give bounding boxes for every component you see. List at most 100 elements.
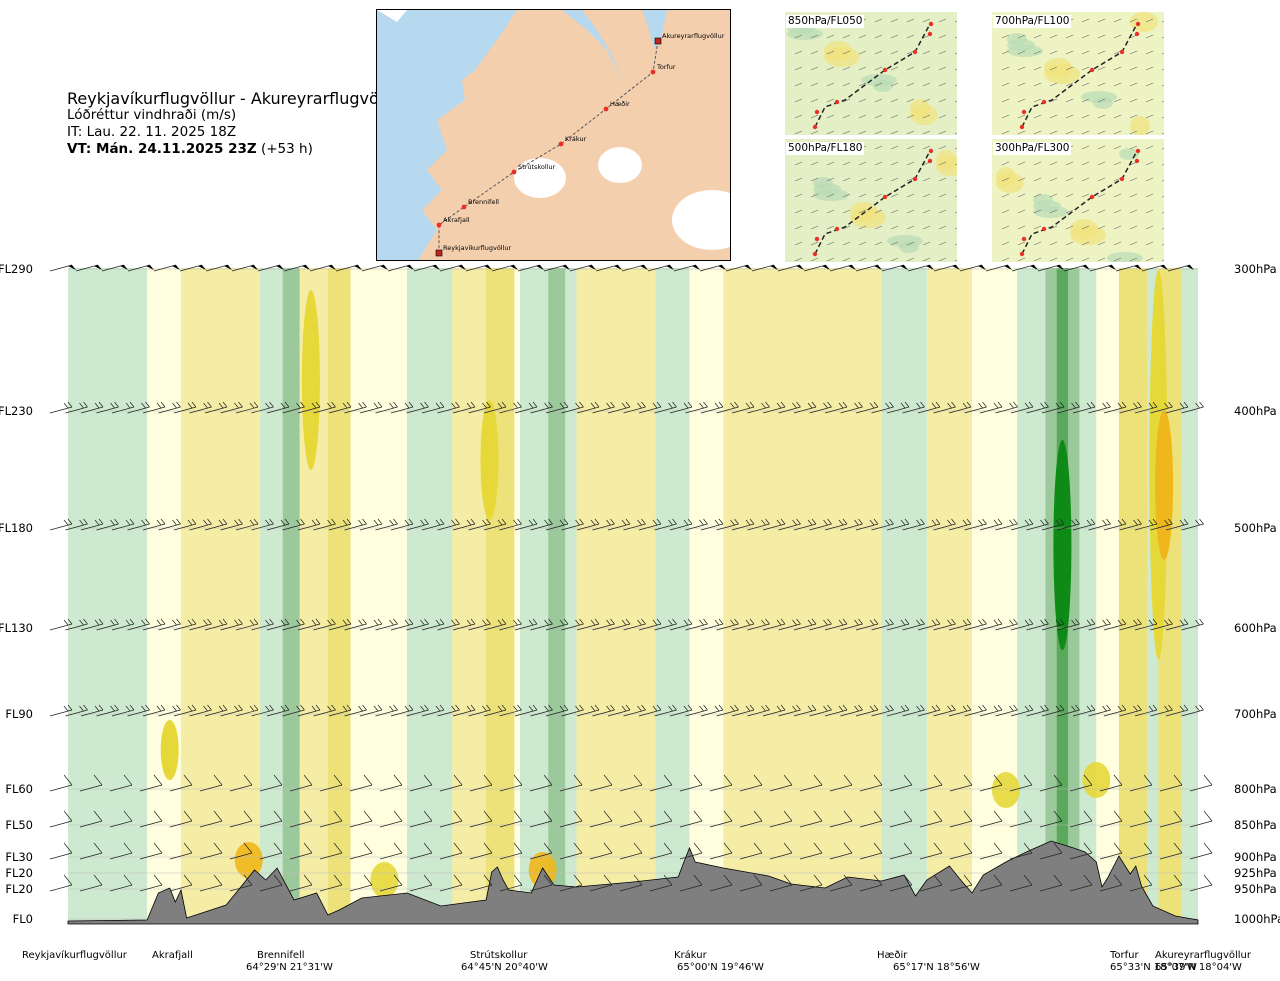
wind-barb	[413, 264, 440, 272]
waypoint-marker	[511, 169, 517, 175]
wind-barb	[251, 704, 274, 717]
wind-barb	[886, 401, 910, 414]
wind-barb	[79, 842, 103, 860]
wind-barb	[349, 774, 373, 792]
wind-barb	[948, 401, 972, 414]
wind-barb	[769, 874, 793, 892]
wind-barb	[409, 842, 433, 860]
mini-map-barb	[858, 257, 867, 262]
wind-barb	[1103, 618, 1127, 631]
mini-map-barb	[906, 114, 915, 119]
wind-barb	[139, 810, 163, 828]
mini-map-barb	[890, 225, 899, 230]
mini-map-barb	[842, 161, 851, 166]
wind-barb	[1103, 704, 1127, 717]
mini-map-barb	[1129, 50, 1138, 55]
wind-barb	[859, 874, 883, 892]
mini-map-barb	[810, 193, 819, 198]
mini-map-barb	[842, 241, 851, 246]
wind-barb	[933, 704, 956, 717]
wind-barb	[1039, 810, 1063, 828]
velocity-band	[407, 268, 453, 924]
mini-map-barb	[906, 177, 915, 182]
wind-barb	[1072, 618, 1096, 631]
wind-barb	[79, 774, 103, 792]
route-point-label: Akureyrarflugvöllur	[662, 32, 725, 40]
velocity-band	[282, 268, 300, 924]
mini-map-barb	[826, 225, 835, 230]
wind-barb	[949, 774, 973, 792]
wind-barb	[809, 518, 832, 531]
wind-barb	[335, 264, 362, 272]
mini-map-waypoint	[1089, 194, 1095, 200]
mini-map-barb	[810, 98, 819, 103]
mini-map-barb	[922, 82, 931, 87]
mini-map-barb	[1161, 116, 1164, 119]
mini-map-barb	[810, 225, 819, 230]
wind-barb	[623, 618, 646, 631]
station-label: Akrafjall	[152, 950, 193, 962]
mini-map-barb	[938, 18, 947, 23]
mini-map-barb	[1081, 177, 1090, 182]
mini-map-300-svg	[992, 139, 1164, 262]
wind-barb	[762, 618, 786, 631]
mini-map-waypoint	[1019, 124, 1025, 130]
wind-barb	[933, 401, 956, 414]
mini-map-barb	[938, 193, 947, 198]
overview-map: Akureyrarflugvöllur Torfur Hæðir Krákur Strú…	[376, 9, 731, 261]
mini-map-barb	[874, 50, 883, 55]
wind-barb	[1010, 704, 1034, 717]
wind-barb	[173, 518, 197, 531]
wind-barb	[1129, 774, 1153, 792]
wind-barb	[623, 401, 646, 414]
velocity-band	[655, 268, 690, 924]
wind-barb	[589, 774, 613, 792]
mini-map-barb	[1145, 225, 1154, 230]
mini-map-barb	[906, 193, 915, 198]
mini-map-barb	[1065, 193, 1074, 198]
mini-map-barb	[874, 34, 883, 39]
velocity-band	[972, 268, 1018, 924]
mini-map-barb	[858, 193, 867, 198]
wind-barb	[328, 518, 352, 531]
wind-barb	[1165, 704, 1189, 717]
mini-map-barb	[1097, 66, 1106, 71]
mini-map-barb	[1145, 177, 1154, 182]
wind-barb	[158, 618, 181, 631]
mini-map-barb	[874, 145, 883, 150]
wind-barb	[349, 810, 373, 828]
flight-level-label: FL50	[5, 818, 33, 832]
station-coordinates: 65°17'N 18°56'W	[893, 962, 980, 973]
wind-barb	[49, 618, 73, 631]
mini-map-barb	[1049, 98, 1058, 103]
wind-barb	[266, 518, 290, 531]
route-line	[438, 40, 659, 253]
wind-barb	[96, 518, 119, 531]
wind-barb	[204, 704, 228, 717]
mini-map-barb	[1129, 98, 1138, 103]
wind-barb	[439, 264, 466, 272]
mini-map-barb	[1081, 50, 1090, 55]
mini-map-barb	[1145, 209, 1154, 214]
mini-map-barb	[874, 161, 883, 166]
wind-barb	[1181, 518, 1204, 531]
wind-barb	[80, 518, 104, 531]
wind-barb	[111, 518, 135, 531]
mini-map-barb	[794, 161, 803, 166]
wind-barb	[949, 810, 973, 828]
wind-barb	[919, 842, 943, 860]
wind-barb	[623, 518, 646, 531]
station-name: Krákur	[674, 950, 707, 961]
mini-map-barb	[890, 18, 899, 23]
mini-map-barb	[954, 116, 957, 119]
wind-barb	[529, 842, 553, 860]
wind-barb	[127, 704, 150, 717]
wind-barb	[49, 518, 73, 531]
mini-map-waypoint	[834, 226, 840, 232]
mini-map-barb	[1033, 50, 1042, 55]
wind-barb	[731, 518, 755, 531]
wind-barb	[142, 401, 166, 414]
mini-map-barb	[1033, 193, 1042, 198]
wind-barb	[731, 401, 755, 414]
wind-barb	[344, 704, 367, 717]
